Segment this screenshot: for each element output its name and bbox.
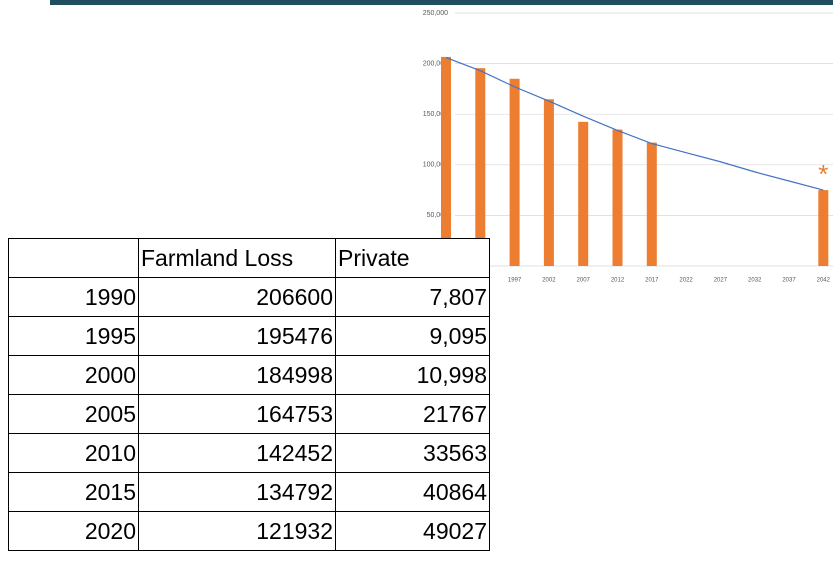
- table-row: 2020 121932 49027: [8, 511, 490, 551]
- data-table: Farmland Loss Private 1990 206600 7,807 199…: [8, 238, 490, 551]
- bar: [441, 56, 451, 266]
- table-row: 1995 195476 9,095: [8, 316, 490, 356]
- table-cell: 9,095: [335, 316, 490, 356]
- table-cell: 2010: [8, 433, 139, 473]
- x-tick-label: 2037: [782, 278, 796, 284]
- table-cell: 33563: [335, 433, 490, 473]
- x-tick-label: 2032: [748, 278, 762, 284]
- x-tick-label: 2002: [542, 278, 556, 284]
- table-cell: 1995: [8, 316, 139, 356]
- header-row: Farmland Loss Private: [8, 238, 490, 278]
- bar: [646, 142, 657, 266]
- table-cell: 206600: [138, 277, 336, 317]
- x-tick-label: 2027: [714, 278, 728, 284]
- x-tick-label: 2007: [577, 278, 591, 284]
- top-bar: [50, 0, 833, 5]
- table-row: 2000 184998 10,998: [8, 355, 490, 395]
- table-cell: 49027: [335, 511, 490, 551]
- y-tick-label: 100,000: [423, 162, 448, 169]
- x-tick-label: 2017: [645, 278, 659, 284]
- table-cell: 142452: [138, 433, 336, 473]
- y-tick-label: 150,000: [423, 111, 448, 118]
- y-tick-label: 200,000: [423, 60, 448, 67]
- empty-cell: [8, 238, 139, 278]
- table-row: 2010 142452 33563: [8, 433, 490, 473]
- y-tick-label: 50,000: [427, 212, 449, 219]
- header-cell: Farmland Loss: [138, 238, 336, 278]
- bar: [612, 129, 623, 266]
- table-cell: 10,998: [335, 355, 490, 395]
- bar: [818, 190, 829, 266]
- header-cell: Private: [335, 238, 490, 278]
- table-cell: 121932: [138, 511, 336, 551]
- table-cell: 2005: [8, 394, 139, 434]
- bar: [543, 99, 554, 267]
- table-row: 1990 206600 7,807: [8, 277, 490, 317]
- annotation: *: [818, 159, 828, 189]
- x-tick-label: 2042: [817, 278, 831, 284]
- y-tick-label: 250,000: [423, 10, 448, 17]
- table-cell: 195476: [138, 316, 336, 356]
- table-row: 2015 134792 40864: [8, 472, 490, 512]
- table-row: 2005 164753 21767: [8, 394, 490, 434]
- table-cell: 164753: [138, 394, 336, 434]
- table-cell: 134792: [138, 472, 336, 512]
- bar: [475, 68, 486, 267]
- table-cell: 1990: [8, 277, 139, 317]
- table-cell: 40864: [335, 472, 490, 512]
- x-tick-label: 2012: [611, 278, 625, 284]
- table-cell: 21767: [335, 394, 490, 434]
- table-cell: 7,807: [335, 277, 490, 317]
- table-cell: 184998: [138, 355, 336, 395]
- x-tick-label: 2022: [679, 278, 693, 284]
- table-cell: 2020: [8, 511, 139, 551]
- table-cell: 2000: [8, 355, 139, 395]
- line: [445, 56, 824, 191]
- table-cell: 2015: [8, 472, 139, 512]
- x-tick-label: 1997: [508, 278, 522, 284]
- bar: [509, 78, 520, 267]
- bar: [578, 121, 589, 266]
